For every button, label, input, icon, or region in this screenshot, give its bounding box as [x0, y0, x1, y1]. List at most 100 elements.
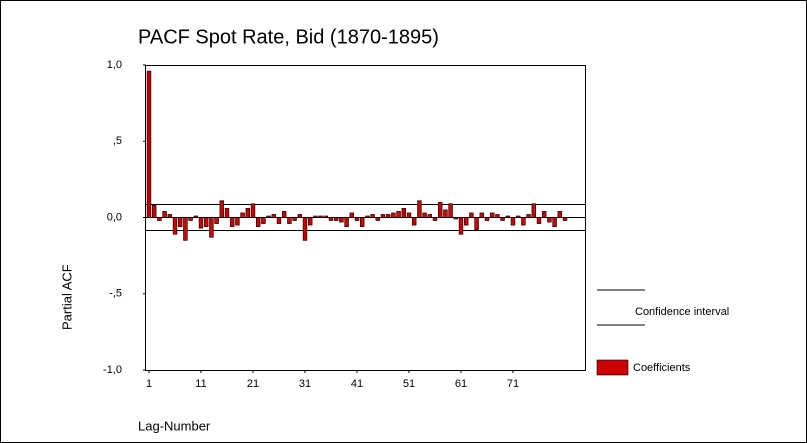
bar	[552, 217, 557, 227]
bar	[411, 217, 417, 226]
bar	[541, 211, 547, 218]
bar	[214, 217, 219, 224]
bar	[339, 217, 344, 223]
x-tick-label: 1	[146, 378, 152, 390]
bar	[500, 217, 505, 221]
x-tick-label: 31	[299, 378, 311, 390]
bar	[162, 211, 167, 218]
bar	[276, 217, 282, 224]
bar	[183, 217, 188, 241]
bar	[469, 212, 474, 218]
bar	[172, 217, 178, 235]
bar	[479, 212, 484, 218]
bar	[365, 215, 370, 218]
bar	[380, 214, 386, 218]
bar	[484, 217, 490, 221]
bar	[245, 208, 250, 218]
bar	[359, 217, 365, 227]
bar	[510, 217, 516, 226]
bar	[271, 214, 276, 218]
bar	[307, 217, 313, 226]
bar	[302, 217, 308, 241]
bar	[152, 205, 157, 218]
bar	[443, 209, 448, 218]
bar	[281, 211, 287, 218]
bar	[448, 203, 453, 218]
bar	[401, 208, 406, 218]
bar	[188, 217, 193, 221]
bar	[526, 214, 531, 218]
bar	[209, 217, 214, 238]
x-tick-label: 11	[195, 378, 206, 390]
bar	[422, 212, 427, 218]
legend-label: Coefficients	[633, 362, 691, 374]
bar	[417, 200, 422, 218]
bar	[349, 212, 354, 218]
bar	[167, 214, 172, 218]
y-axis-label: Partial ACF	[59, 264, 74, 330]
bar	[489, 212, 495, 218]
bar	[204, 217, 209, 227]
bar	[354, 217, 360, 221]
y-tick-label: ,5	[113, 135, 122, 147]
bar	[536, 217, 542, 224]
bar	[328, 217, 334, 221]
bar	[474, 217, 479, 230]
bar	[557, 211, 563, 218]
bar	[323, 215, 328, 218]
bar	[427, 214, 432, 218]
bar	[224, 208, 230, 218]
legend-swatch	[596, 359, 629, 376]
bar	[396, 211, 401, 218]
y-tick-label: 1,0	[107, 59, 122, 71]
y-tick-label: -1,0	[103, 364, 122, 376]
bar	[157, 217, 162, 221]
bar	[385, 214, 391, 218]
bar	[146, 70, 152, 218]
bar	[453, 217, 458, 220]
x-tick-label: 21	[247, 378, 259, 390]
bar	[287, 217, 292, 224]
y-tick-label: -,5	[109, 288, 122, 300]
bar	[437, 201, 443, 218]
bar	[250, 203, 256, 218]
bar	[235, 217, 240, 226]
bar	[297, 214, 302, 218]
bar	[313, 215, 318, 218]
y-tick-label: 0,0	[107, 211, 122, 223]
bar	[375, 217, 380, 221]
bar	[370, 214, 375, 218]
bar	[193, 215, 198, 218]
bar	[458, 217, 464, 235]
bar	[391, 212, 396, 218]
bar	[266, 215, 271, 218]
bar	[198, 217, 204, 229]
bar	[255, 217, 261, 227]
bar	[531, 203, 537, 218]
bar	[406, 212, 412, 218]
bar	[432, 217, 438, 221]
chart-title: PACF Spot Rate, Bid (1870-1895)	[138, 26, 439, 48]
bar	[547, 217, 552, 223]
bar	[505, 215, 510, 218]
bar	[240, 212, 245, 218]
bar	[562, 217, 568, 221]
bar	[230, 217, 235, 227]
x-tick-label: 61	[455, 378, 467, 390]
bar	[333, 217, 339, 221]
bar	[261, 217, 266, 224]
bar	[318, 215, 323, 218]
bar	[292, 217, 297, 221]
x-tick-label: 51	[403, 378, 415, 390]
x-tick-label: 41	[351, 378, 363, 390]
bar	[515, 215, 521, 218]
bar	[219, 200, 224, 218]
bar	[344, 217, 349, 227]
bar	[463, 217, 469, 226]
bar	[521, 217, 526, 226]
bar	[178, 217, 183, 227]
legend-label: Confidence interval	[635, 306, 729, 318]
x-axis-label: Lag-Number	[138, 418, 211, 433]
